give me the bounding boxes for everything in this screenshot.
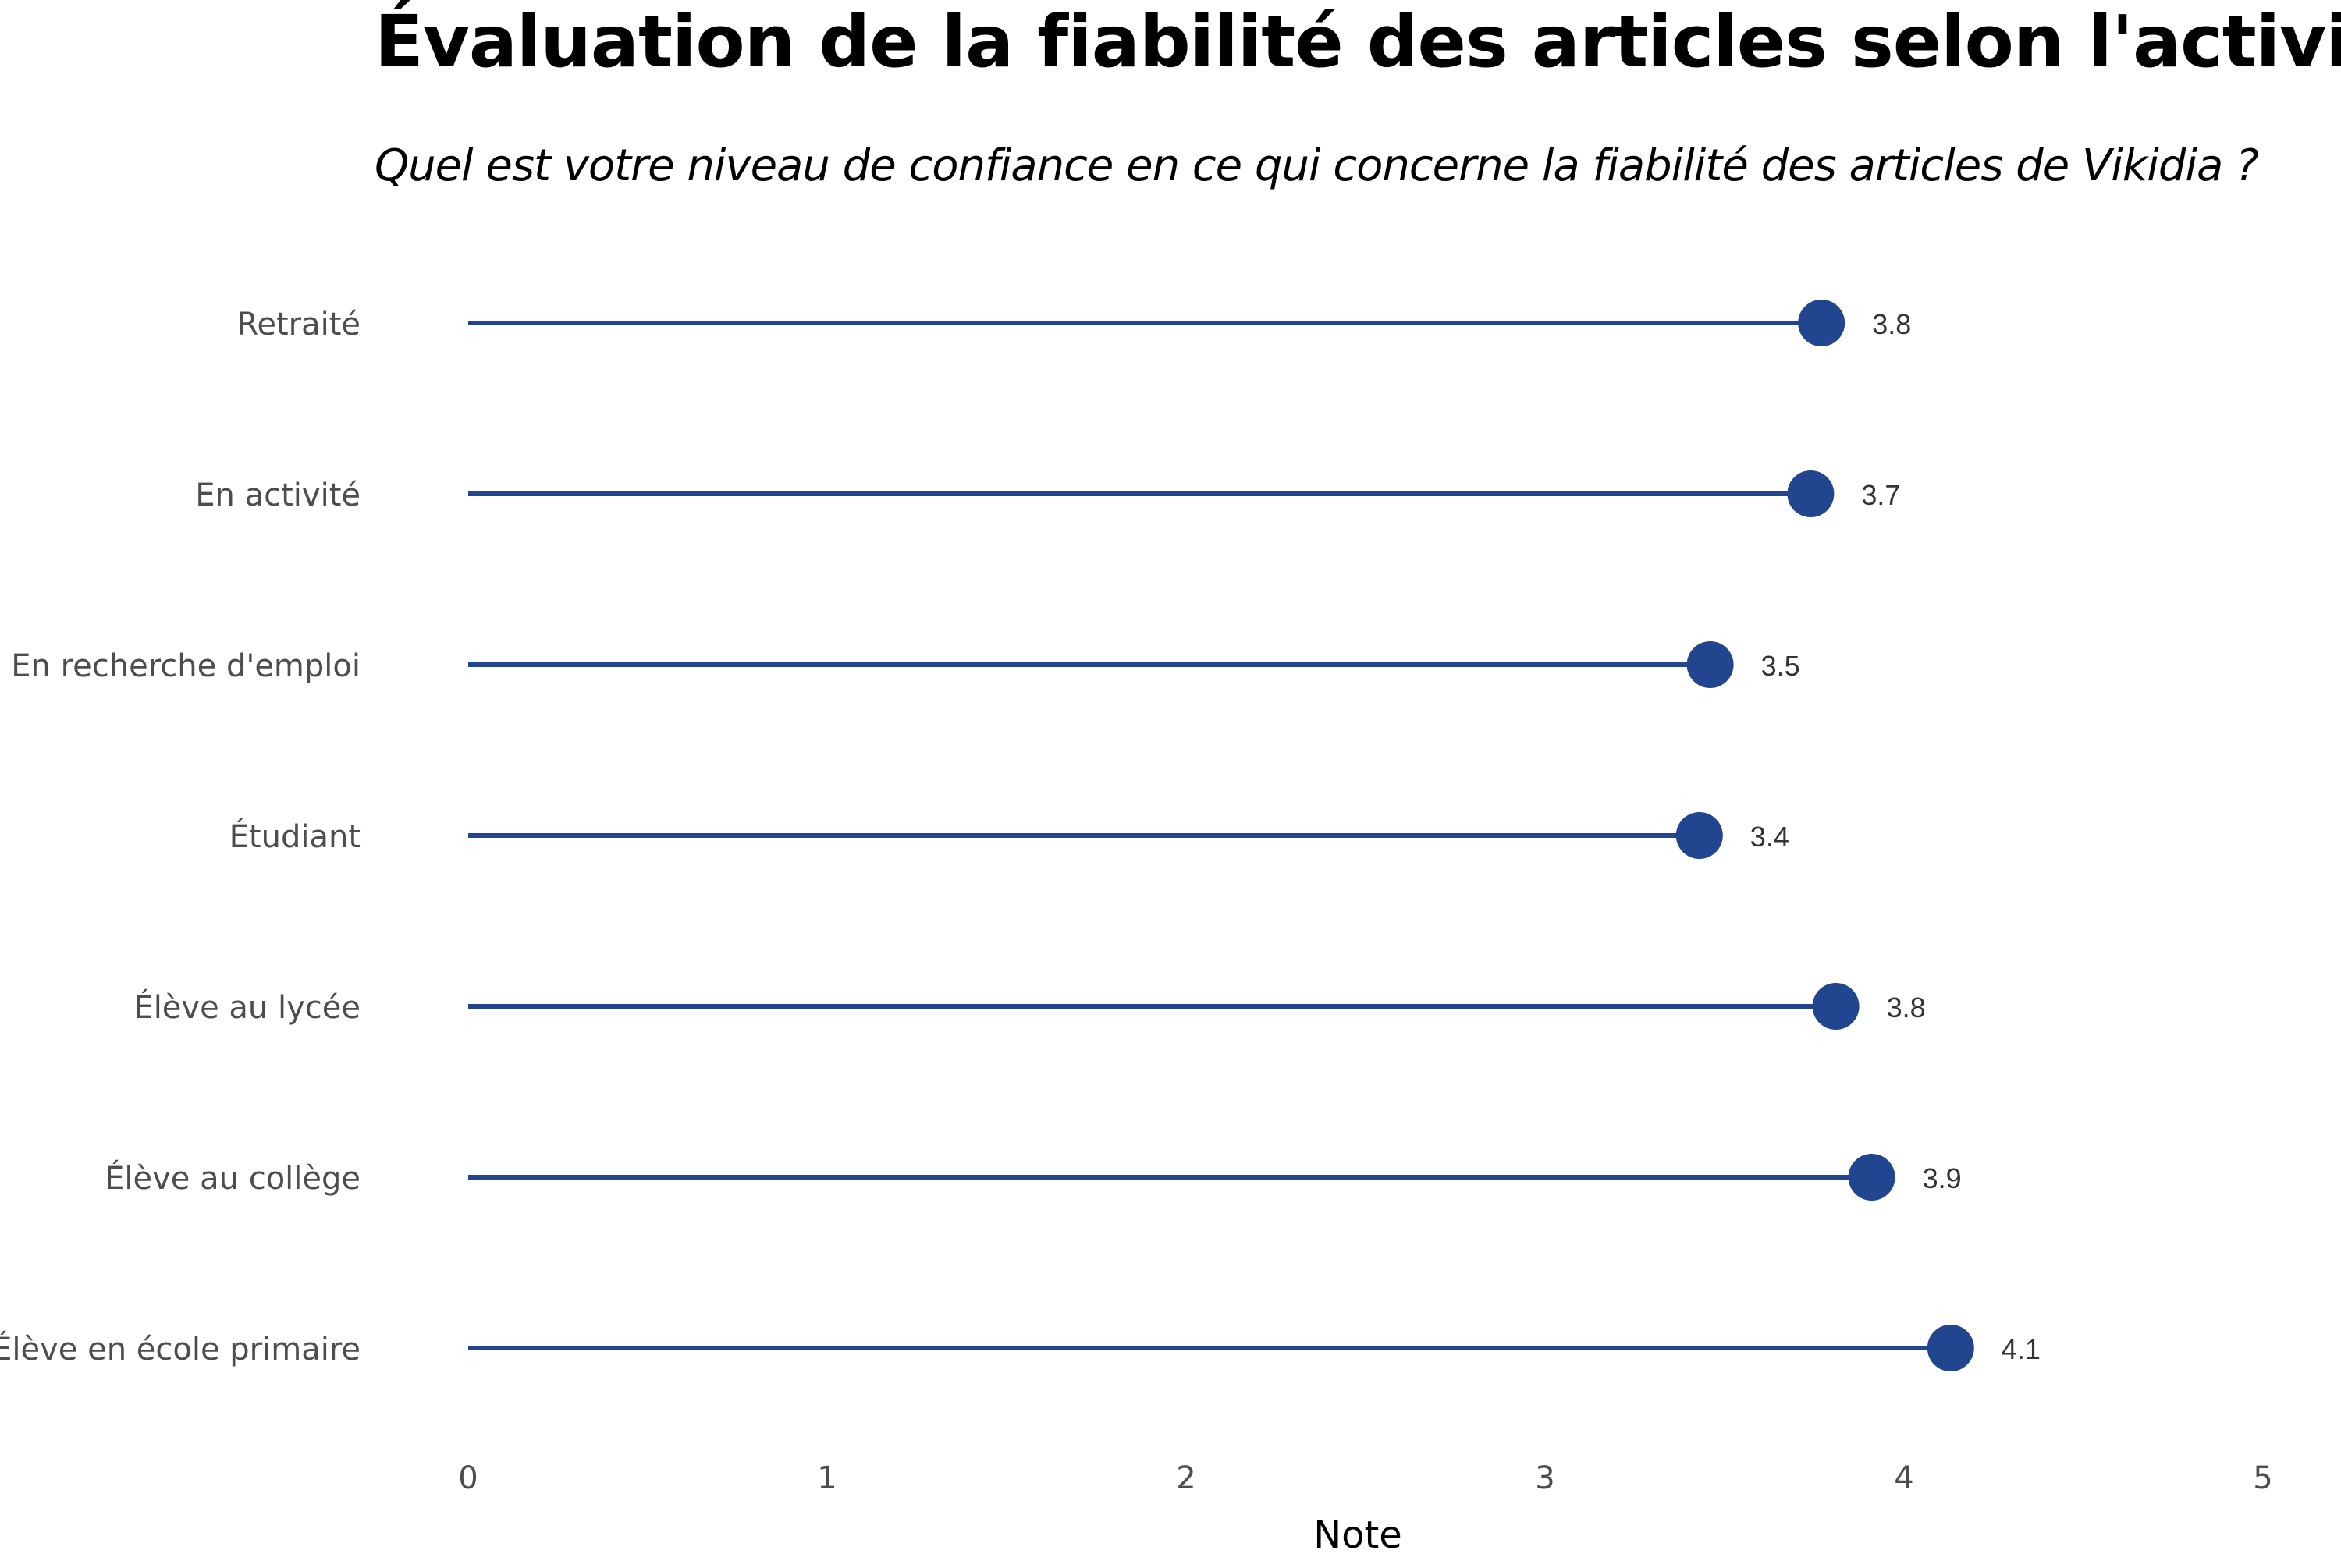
lollipop-point (1787, 470, 1835, 517)
x-tick-label: 1 (817, 1460, 837, 1496)
lollipop-point (1927, 1325, 1974, 1371)
chart-subtitle: Quel est votre niveau de confiance en ce… (375, 140, 2259, 191)
value-label: 4.1 (2002, 1333, 2041, 1365)
x-tick-label: 0 (458, 1460, 478, 1496)
category-label: Étudiant (229, 818, 361, 855)
lollipop-point (1675, 812, 1723, 859)
category-label: En activité (195, 477, 361, 513)
category-label: Élève au collège (105, 1159, 361, 1197)
lollipop-point (1798, 300, 1845, 346)
value-label: 3.4 (1750, 821, 1789, 853)
category-label: Élève en école primaire (0, 1330, 361, 1368)
x-tick-label: 2 (1176, 1460, 1195, 1496)
value-label: 3.9 (1923, 1162, 1962, 1194)
x-tick-label: 4 (1894, 1460, 1913, 1496)
value-label: 3.7 (1861, 479, 1900, 511)
lollipop-point (1686, 641, 1734, 688)
category-label: Élève au lycée (133, 988, 361, 1026)
x-tick-label: 5 (2253, 1460, 2272, 1496)
lollipop-point (1812, 983, 1860, 1030)
chart-title: Évaluation de la fiabilité des articles … (375, 0, 2341, 83)
x-axis-label: Note (1313, 1513, 1402, 1557)
category-label: Retraité (236, 307, 361, 342)
value-label: 3.8 (1887, 992, 1926, 1023)
x-tick-label: 3 (1535, 1460, 1554, 1496)
value-label: 3.8 (1872, 308, 1911, 340)
category-label: En recherche d'emploi (11, 648, 361, 684)
lollipop-point (1848, 1154, 1895, 1201)
value-label: 3.5 (1761, 650, 1800, 682)
